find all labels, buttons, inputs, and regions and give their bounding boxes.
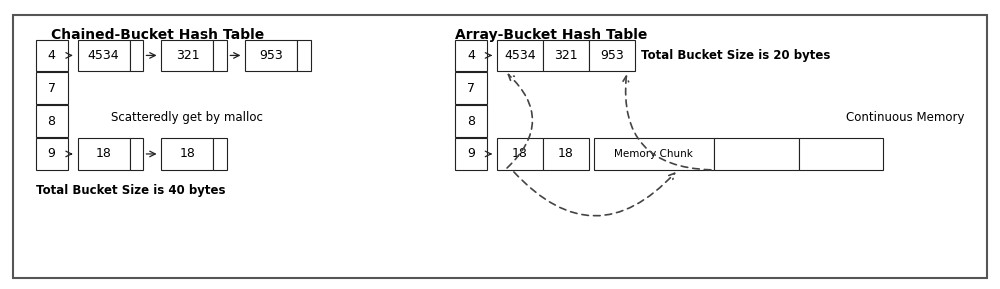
Text: 4534: 4534 [88,49,119,62]
FancyBboxPatch shape [78,138,130,170]
FancyBboxPatch shape [161,138,213,170]
Text: 321: 321 [176,49,199,62]
FancyBboxPatch shape [36,40,68,71]
FancyBboxPatch shape [799,138,883,170]
FancyBboxPatch shape [714,138,799,170]
FancyBboxPatch shape [455,138,487,170]
Text: 7: 7 [467,82,475,95]
FancyBboxPatch shape [245,40,297,71]
Text: Array-Bucket Hash Table: Array-Bucket Hash Table [455,27,647,42]
Text: 953: 953 [600,49,624,62]
FancyBboxPatch shape [594,138,714,170]
Text: 321: 321 [554,49,578,62]
FancyBboxPatch shape [455,105,487,137]
FancyBboxPatch shape [455,40,487,71]
Text: Memory Chunk: Memory Chunk [614,149,693,159]
Text: 953: 953 [259,49,283,62]
FancyBboxPatch shape [130,138,143,170]
Text: 18: 18 [96,147,111,160]
FancyBboxPatch shape [36,72,68,104]
Text: 9: 9 [48,147,56,160]
FancyBboxPatch shape [543,138,589,170]
Text: Scatteredly get by malloc: Scatteredly get by malloc [111,111,262,124]
FancyBboxPatch shape [543,40,589,71]
Text: Continuous Memory: Continuous Memory [846,111,964,124]
Text: 4: 4 [467,49,475,62]
FancyBboxPatch shape [297,40,311,71]
Text: 4534: 4534 [504,49,536,62]
Text: 8: 8 [48,115,56,128]
Text: 4: 4 [48,49,56,62]
Text: 8: 8 [467,115,475,128]
FancyBboxPatch shape [36,138,68,170]
FancyBboxPatch shape [161,40,213,71]
FancyBboxPatch shape [589,40,635,71]
FancyBboxPatch shape [130,40,143,71]
FancyBboxPatch shape [36,105,68,137]
FancyBboxPatch shape [213,40,227,71]
FancyBboxPatch shape [13,15,987,278]
FancyBboxPatch shape [78,40,130,71]
Text: Total Bucket Size is 20 bytes: Total Bucket Size is 20 bytes [641,49,830,62]
FancyBboxPatch shape [497,40,543,71]
Text: Total Bucket Size is 40 bytes: Total Bucket Size is 40 bytes [36,184,225,197]
FancyBboxPatch shape [213,138,227,170]
Text: 18: 18 [179,147,195,160]
FancyBboxPatch shape [497,138,543,170]
FancyBboxPatch shape [455,72,487,104]
Text: 7: 7 [48,82,56,95]
Text: 18: 18 [512,147,528,160]
Text: 9: 9 [467,147,475,160]
Text: Chained-Bucket Hash Table: Chained-Bucket Hash Table [51,27,264,42]
Text: 18: 18 [558,147,574,160]
